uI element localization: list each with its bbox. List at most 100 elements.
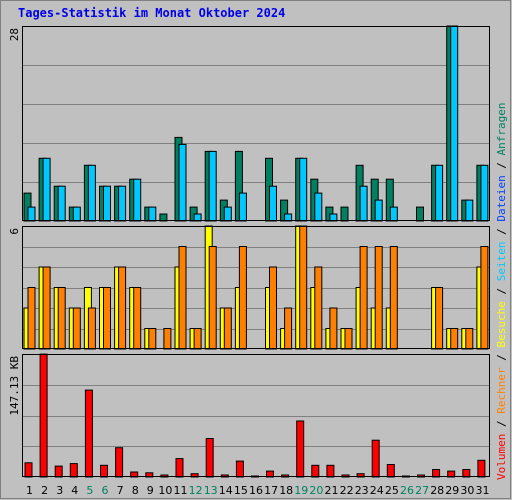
bar-besuche-day-20	[314, 266, 323, 350]
bar-dateien-day-30	[465, 199, 474, 222]
bar-dateien-day-14	[223, 206, 232, 222]
x-tick-label-day-18: 18	[279, 484, 293, 497]
bar-volumen-day-31	[477, 459, 486, 478]
bar-besuche-day-21	[329, 307, 338, 350]
panel-3-max-label: 147.13 KB	[8, 356, 21, 416]
bar-dateien-day-6	[103, 185, 111, 222]
bar-dateien-day-24	[374, 199, 383, 222]
bar-besuche-day-5	[87, 307, 96, 350]
bar-besuche-day-10	[163, 328, 172, 350]
x-tick-label-day-23: 23	[355, 484, 369, 497]
x-tick-label-day-12: 12	[189, 484, 203, 497]
bar-dateien-day-5	[87, 164, 96, 222]
legend-entry-dateien: Dateien	[495, 175, 508, 221]
bar-dateien-day-4	[72, 206, 81, 222]
x-tick-label-day-15: 15	[234, 484, 248, 497]
bar-volumen-day-21	[326, 464, 335, 478]
bar-dateien-day-19	[299, 157, 308, 222]
legend-separator: /	[495, 348, 508, 368]
panel-1-border	[22, 26, 490, 221]
panel-2-border	[22, 226, 490, 349]
bar-besuche-day-28	[435, 287, 444, 350]
bar-besuche-day-12	[193, 328, 202, 350]
bar-besuche-day-25	[389, 246, 398, 350]
bar-dateien-day-12	[193, 213, 202, 222]
x-tick-label-day-13: 13	[204, 484, 218, 497]
bar-volumen-day-3	[54, 465, 63, 478]
bar-besuche-day-13	[208, 246, 217, 350]
x-tick-label-day-9: 9	[147, 484, 154, 497]
panel-3-border	[22, 354, 490, 477]
bar-volumen-day-2	[39, 353, 48, 478]
bar-besuche-day-14	[223, 307, 232, 350]
bar-dateien-day-11	[178, 143, 187, 222]
bar-volumen-day-28	[432, 469, 441, 478]
bar-volumen-day-4	[69, 463, 78, 478]
x-tick-label-day-25: 25	[385, 484, 399, 497]
x-tick-label-day-20: 20	[309, 484, 323, 497]
bar-dateien-day-20	[314, 192, 323, 222]
bar-volumen-day-1	[24, 462, 33, 478]
bar-volumen-day-7	[115, 447, 124, 478]
x-tick-label-day-22: 22	[340, 484, 354, 497]
x-tick-label-day-28: 28	[430, 484, 444, 497]
bar-dateien-day-15	[238, 192, 247, 222]
legend-separator: /	[495, 222, 508, 242]
x-tick-label-day-19: 19	[294, 484, 308, 497]
bar-dateien-day-29	[450, 25, 459, 222]
legend-entry-besuche: Besuche	[495, 301, 508, 347]
legend-separator: /	[495, 281, 508, 301]
bar-dateien-day-2	[42, 157, 51, 222]
bar-dateien-day-25	[389, 206, 398, 222]
bar-besuche-day-31	[480, 246, 489, 350]
chart-title: Tages-Statistik im Monat Oktober 2024	[18, 6, 286, 20]
bar-volumen-day-6	[100, 464, 108, 478]
bar-besuche-day-24	[374, 246, 383, 350]
bar-dateien-day-18	[284, 213, 293, 222]
bar-volumen-day-24	[371, 439, 380, 478]
bar-besuche-day-15	[238, 246, 247, 350]
x-tick-label-day-1: 1	[26, 484, 33, 497]
panel-2-max-label: 6	[8, 228, 21, 235]
x-tick-label-day-14: 14	[219, 484, 233, 497]
x-tick-label-day-26: 26	[400, 484, 414, 497]
bar-volumen-day-19	[296, 420, 305, 478]
x-tick-label-day-7: 7	[117, 484, 124, 497]
x-tick-label-day-27: 27	[415, 484, 429, 497]
bar-volumen-day-20	[311, 464, 320, 478]
bar-besuche-day-2	[42, 266, 51, 350]
legend-separator: /	[495, 155, 508, 175]
bar-volumen-day-30	[462, 469, 471, 478]
x-tick-label-day-2: 2	[41, 484, 48, 497]
bar-volumen-day-11	[175, 458, 184, 478]
bar-dateien-day-23	[359, 185, 368, 222]
x-tick-label-day-31: 31	[476, 484, 490, 497]
bar-dateien-day-7	[118, 185, 127, 222]
bar-dateien-day-13	[208, 150, 217, 222]
bar-besuche-day-6	[103, 287, 111, 350]
bar-dateien-day-28	[435, 164, 444, 222]
bar-besuche-day-4	[72, 307, 81, 350]
x-tick-label-day-5: 5	[86, 484, 93, 497]
bar-besuche-day-23	[359, 246, 368, 350]
x-tick-label-day-4: 4	[71, 484, 78, 497]
legend-entry-volumen: Volumen	[495, 434, 508, 480]
bar-dateien-day-1	[27, 206, 36, 222]
legend-entry-rechner: Rechner	[495, 367, 508, 414]
x-tick-label-day-3: 3	[56, 484, 63, 497]
bar-volumen-day-15	[235, 460, 244, 478]
bar-anfragen-day-22	[340, 206, 349, 222]
bar-dateien-day-3	[57, 185, 66, 222]
bar-besuche-day-30	[465, 328, 474, 350]
x-tick-label-day-17: 17	[264, 484, 278, 497]
bar-dateien-day-21	[329, 213, 338, 222]
bar-besuche-day-19	[299, 225, 308, 350]
bar-dateien-day-8	[133, 178, 142, 222]
panel-1-max-label: 28	[8, 28, 21, 41]
x-tick-label-day-10: 10	[158, 484, 172, 497]
bar-besuche-day-11	[178, 246, 187, 350]
bar-anfragen-day-27	[416, 206, 424, 222]
bar-volumen-day-25	[386, 464, 395, 478]
